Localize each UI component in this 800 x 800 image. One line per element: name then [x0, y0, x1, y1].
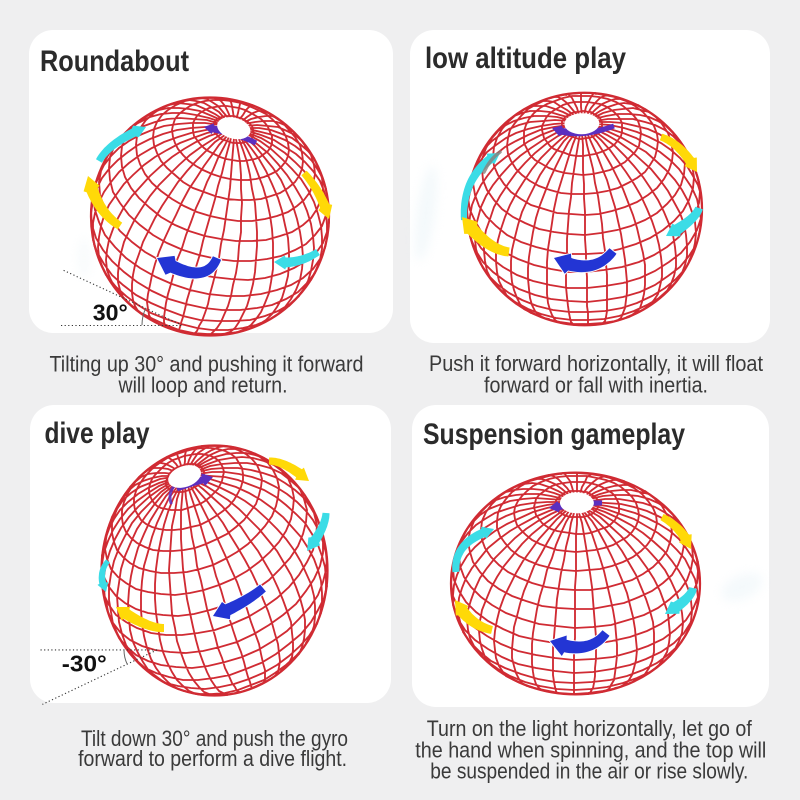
svg-text:forward to perform a dive flig: forward to perform a dive flight. [78, 746, 347, 771]
svg-text:Tilt down 30° and push the gyr: Tilt down 30° and push the gyro [81, 726, 348, 751]
svg-text:be suspended in the air or ris: be suspended in the air or rise slowly. [430, 759, 748, 784]
svg-text:will loop and return.: will loop and return. [118, 373, 288, 398]
svg-text:low altitude play: low altitude play [425, 42, 626, 75]
svg-text:forward or fall with inertia.: forward or fall with inertia. [484, 372, 708, 397]
svg-text:Tilting up 30° and pushing it: Tilting up 30° and pushing it forward [50, 351, 364, 376]
svg-text:-30°: -30° [62, 651, 107, 677]
svg-text:Turn on the light horizontally: Turn on the light horizontally, let go o… [427, 716, 753, 741]
svg-text:dive play: dive play [45, 417, 150, 450]
svg-text:the hand when spinning, and th: the hand when spinning, and the top will [415, 737, 766, 762]
svg-text:Push it forward horizontally,: Push it forward horizontally, it will fl… [429, 351, 763, 376]
svg-text:Suspension gameplay: Suspension gameplay [423, 418, 685, 451]
svg-text:Roundabout: Roundabout [40, 45, 189, 78]
svg-text:30°: 30° [93, 300, 128, 326]
